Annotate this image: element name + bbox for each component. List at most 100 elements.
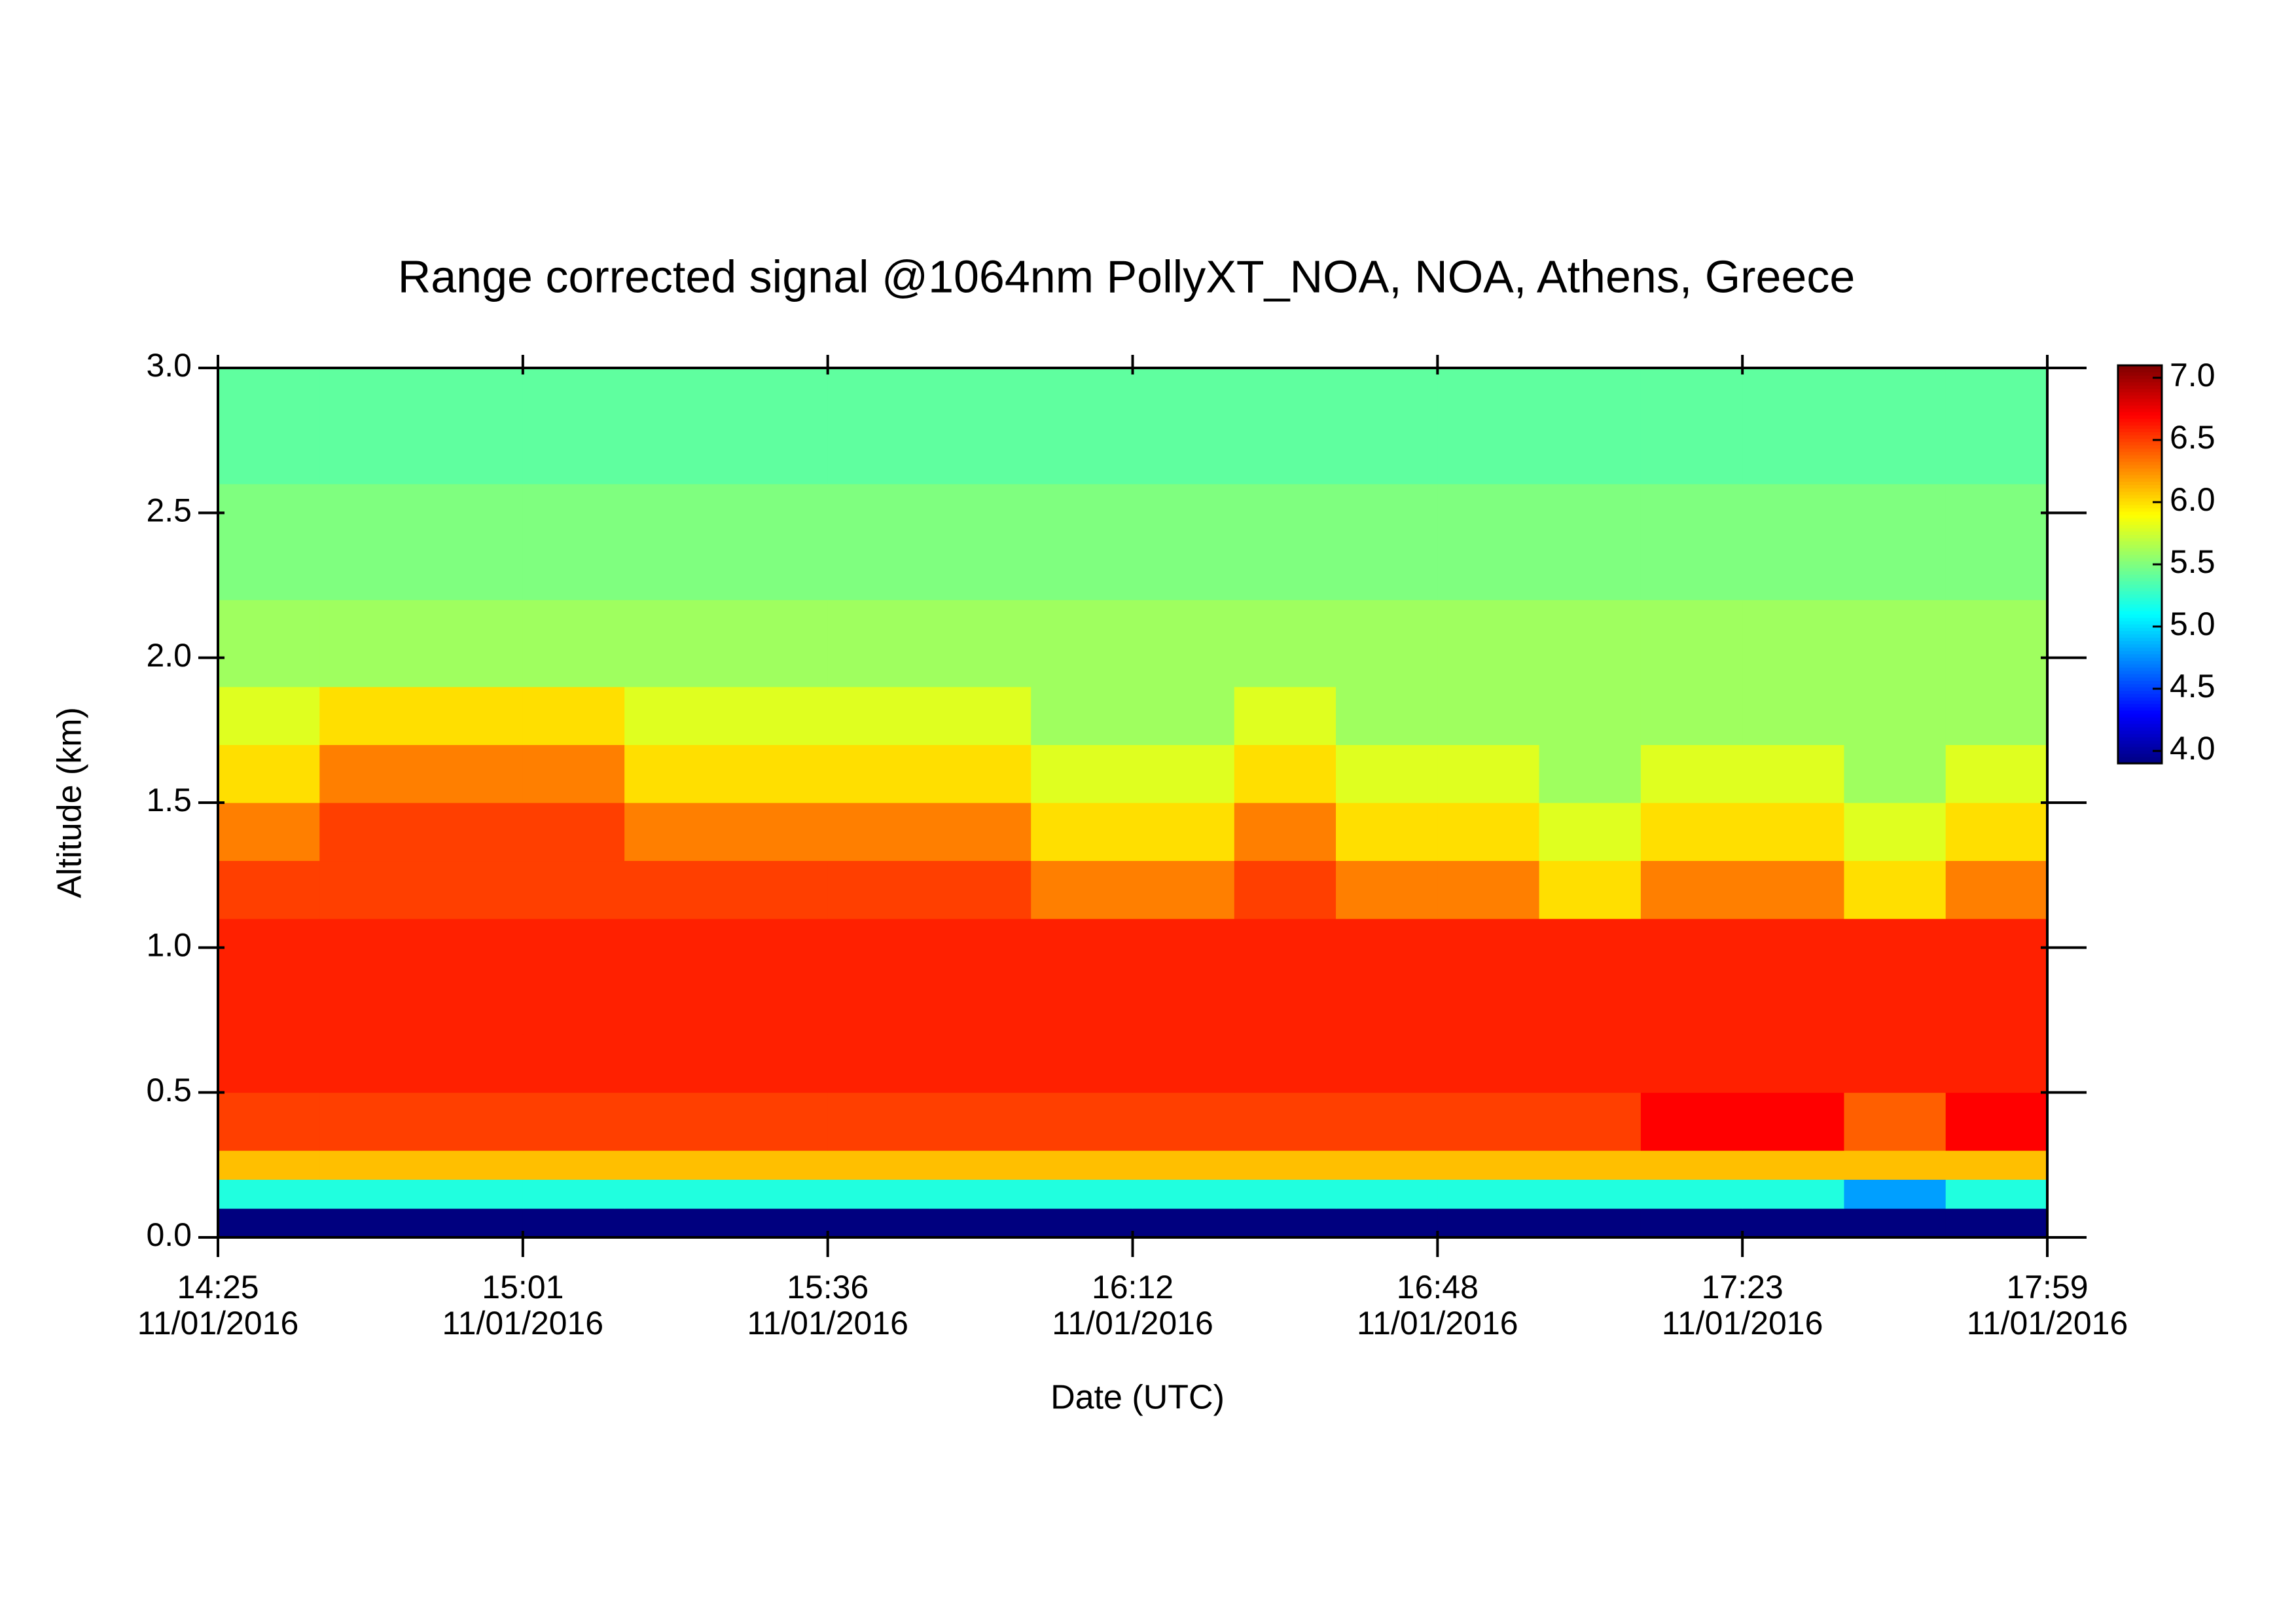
colorbar-strip <box>2118 756 2162 761</box>
x-tick-date: 11/01/2016 <box>1662 1305 1823 1341</box>
colorbar-strip <box>2118 717 2162 721</box>
heatmap-cell <box>1844 600 1946 687</box>
colorbar-strip <box>2118 521 2162 525</box>
heatmap-cell <box>1336 976 1438 1035</box>
heatmap-cell <box>1234 1208 1336 1238</box>
colorbar-strip <box>2118 710 2162 714</box>
colorbar-strip <box>2118 422 2162 426</box>
heatmap-cell <box>1844 919 1946 977</box>
colorbar-strip <box>2118 737 2162 741</box>
colorbar-strip <box>2118 684 2162 688</box>
heatmap-cell <box>1539 803 1641 862</box>
y-tick-label: 2.5 <box>146 492 192 529</box>
heatmap-cell <box>827 744 930 803</box>
heatmap-cell <box>827 1034 930 1093</box>
heatmap-cell <box>827 976 930 1035</box>
heatmap-cell <box>827 1179 930 1209</box>
colorbar-strip <box>2118 714 2162 718</box>
colorbar-strip <box>2118 630 2162 634</box>
heatmap-cell <box>1336 1150 1438 1180</box>
heatmap-cell <box>1234 368 1336 484</box>
y-tick-label: 0.0 <box>146 1216 192 1253</box>
heatmap-cell <box>319 1179 422 1209</box>
heatmap-cell <box>218 1092 320 1151</box>
heatmap-cell <box>421 744 524 803</box>
heatmap-cell <box>421 368 524 484</box>
heatmap-cell <box>929 1034 1031 1093</box>
colorbar-strip <box>2118 554 2162 558</box>
heatmap-cell <box>726 1092 829 1151</box>
heatmap-cell <box>1640 1179 1743 1209</box>
heatmap-cell <box>421 686 524 745</box>
heatmap-cell <box>1844 484 1946 600</box>
heatmap-cell <box>726 919 829 977</box>
heatmap-cell <box>1539 1034 1641 1093</box>
heatmap-cell <box>726 368 829 484</box>
heatmap-cell <box>1132 484 1235 600</box>
heatmap-cell <box>522 1208 625 1238</box>
heatmap-cell <box>421 1208 524 1238</box>
heatmap-cell <box>1742 976 1844 1035</box>
heatmap-cell <box>929 976 1031 1035</box>
heatmap-cell <box>1031 686 1133 745</box>
heatmap-cell <box>624 919 726 977</box>
heatmap-cell <box>624 686 726 745</box>
colorbar-strip <box>2118 375 2162 379</box>
heatmap-cell <box>929 1150 1031 1180</box>
heatmap-cell <box>1844 686 1946 745</box>
colorbar-strip <box>2118 438 2162 443</box>
heatmap-cell <box>1336 919 1438 977</box>
colorbar-strip <box>2118 703 2162 708</box>
heatmap-cell <box>1539 860 1641 919</box>
heatmap-cell <box>1640 368 1743 484</box>
heatmap-cell <box>522 860 625 919</box>
heatmap-cell <box>1234 744 1336 803</box>
heatmap-cell <box>1844 803 1946 862</box>
colorbar-strip <box>2118 471 2162 475</box>
heatmap-cell <box>1234 1179 1336 1209</box>
colorbar-strip <box>2118 365 2162 369</box>
heatmap-cell <box>522 744 625 803</box>
colorbar-strip <box>2118 759 2162 764</box>
heatmap-cell <box>624 368 726 484</box>
y-tick-label: 0.5 <box>146 1072 192 1108</box>
heatmap-cell <box>1132 686 1235 745</box>
colorbar-tick-label: 6.5 <box>2170 419 2215 456</box>
heatmap-cell <box>218 744 320 803</box>
heatmap-cell <box>1539 1208 1641 1238</box>
heatmap-cell <box>1742 860 1844 919</box>
heatmap-cell <box>1031 484 1133 600</box>
x-axis-label: Date (UTC) <box>1050 1379 1225 1417</box>
colorbar-strip <box>2118 746 2162 751</box>
heatmap-cell <box>726 600 829 687</box>
heatmap-cell <box>319 919 422 977</box>
colorbar-strip <box>2118 600 2162 605</box>
heatmap-cell <box>929 860 1031 919</box>
colorbar-strip <box>2118 577 2162 581</box>
heatmap-cell <box>726 803 829 862</box>
colorbar-strip <box>2118 488 2162 492</box>
heatmap-cell <box>1132 1208 1235 1238</box>
colorbar-strip <box>2118 515 2162 519</box>
colorbar-strip <box>2118 431 2162 435</box>
heatmap-cell <box>929 1092 1031 1151</box>
heatmap-cell <box>929 1179 1031 1209</box>
colorbar-strip <box>2118 657 2162 661</box>
heatmap-cell <box>1132 600 1235 687</box>
heatmap-cell <box>1945 1034 2048 1093</box>
colorbar-strip <box>2118 581 2162 585</box>
heatmap-cell <box>1234 1150 1336 1180</box>
colorbar-strip <box>2118 541 2162 545</box>
heatmap-cell <box>421 484 524 600</box>
colorbar-strip <box>2118 534 2162 539</box>
y-tick-label: 1.5 <box>146 782 192 818</box>
colorbar-strip <box>2118 411 2162 416</box>
heatmap-cell <box>827 1150 930 1180</box>
colorbar-strip <box>2118 395 2162 399</box>
heatmap-cell <box>1539 600 1641 687</box>
heatmap-cell <box>624 803 726 862</box>
heatmap-cell <box>827 860 930 919</box>
colorbar-strip <box>2118 507 2162 512</box>
heatmap-cell <box>1945 600 2048 687</box>
